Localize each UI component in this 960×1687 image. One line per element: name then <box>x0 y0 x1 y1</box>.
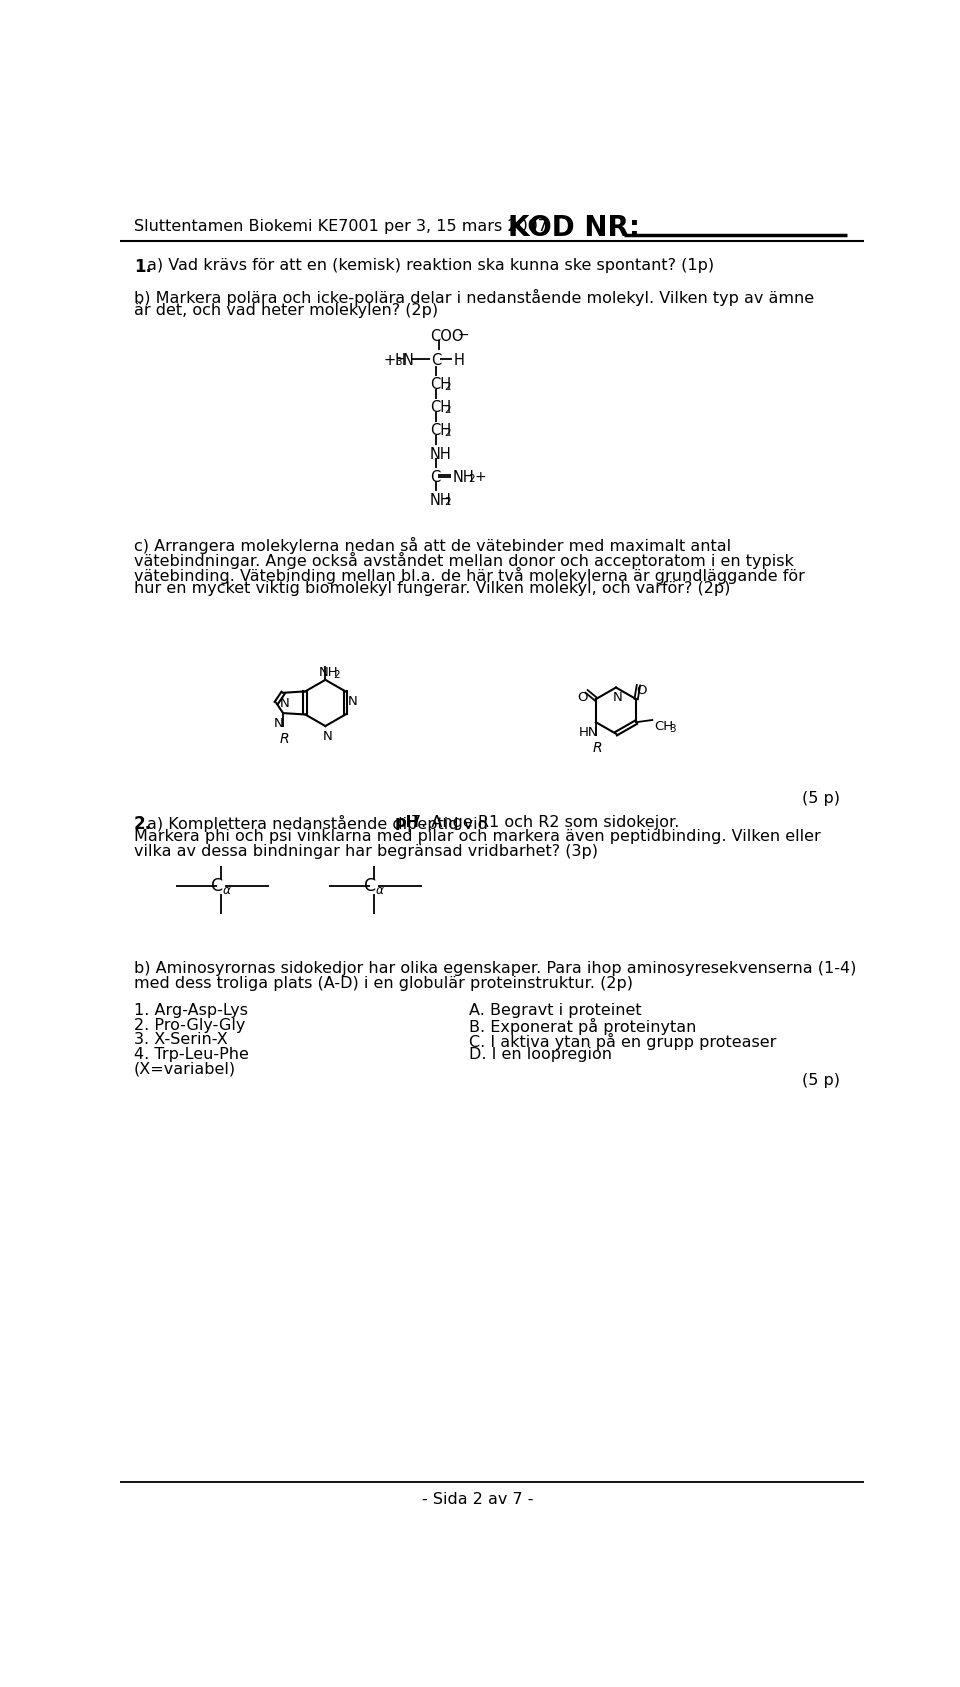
Text: O: O <box>577 690 588 703</box>
Text: b) Aminosyrornas sidokedjor har olika egenskaper. Para ihop aminosyresekvenserna: b) Aminosyrornas sidokedjor har olika eg… <box>134 962 856 975</box>
Text: a) Vad krävs för att en (kemisk) reaktion ska kunna ske spontant? (1p): a) Vad krävs för att en (kemisk) reaktio… <box>147 258 714 273</box>
Text: 1.: 1. <box>134 258 152 277</box>
Text: 3: 3 <box>396 358 401 368</box>
Text: NH: NH <box>430 493 452 508</box>
Text: hur en mycket viktig biomolekyl fungerar. Vilken molekyl, och varför? (2p): hur en mycket viktig biomolekyl fungerar… <box>134 582 731 596</box>
Text: 2: 2 <box>444 381 451 391</box>
Text: 2: 2 <box>333 670 340 680</box>
Text: 2: 2 <box>444 405 451 415</box>
Text: +H: +H <box>383 353 406 368</box>
Text: 1. Arg-Asp-Lys: 1. Arg-Asp-Lys <box>134 1004 248 1019</box>
Text: är det, och vad heter molekylen? (2p): är det, och vad heter molekylen? (2p) <box>134 304 438 319</box>
Text: HN: HN <box>579 725 598 739</box>
Text: R: R <box>592 741 602 754</box>
Text: N: N <box>403 353 414 368</box>
Text: H: H <box>453 353 464 368</box>
Text: N: N <box>280 697 290 710</box>
Text: NH: NH <box>452 469 474 484</box>
Text: 3: 3 <box>669 724 676 734</box>
Text: NH: NH <box>430 447 452 462</box>
Text: N: N <box>323 730 332 742</box>
Text: vätebindningar. Ange också avståndet mellan donor och acceptoratom i en typisk: vätebindningar. Ange också avståndet mel… <box>134 552 794 569</box>
Text: D. I en loopregion: D. I en loopregion <box>468 1048 612 1063</box>
Text: B. Exponerat på proteinytan: B. Exponerat på proteinytan <box>468 1017 696 1034</box>
Text: CH: CH <box>430 378 451 393</box>
Text: O: O <box>636 683 647 697</box>
Text: Markera phi och psi vinklarna med pilar och markera även peptidbinding. Vilken e: Markera phi och psi vinklarna med pilar … <box>134 830 821 844</box>
Text: - Sida 2 av 7 -: - Sida 2 av 7 - <box>422 1493 534 1506</box>
Text: A. Begravt i proteinet: A. Begravt i proteinet <box>468 1004 641 1019</box>
Text: N: N <box>274 717 283 730</box>
Text: (5 p): (5 p) <box>802 791 840 806</box>
Text: C: C <box>432 353 442 368</box>
Text: C. I aktiva ytan på en grupp proteaser: C. I aktiva ytan på en grupp proteaser <box>468 1032 776 1049</box>
Text: C: C <box>430 469 441 484</box>
Text: KOD NR:: KOD NR: <box>508 214 639 241</box>
Text: −: − <box>457 327 468 342</box>
Text: 2: 2 <box>468 474 474 484</box>
Text: C$_\alpha$: C$_\alpha$ <box>363 876 385 896</box>
Text: a) Komplettera nedanstående dipeptid vid: a) Komplettera nedanstående dipeptid vid <box>147 815 493 832</box>
Text: 2: 2 <box>444 498 451 508</box>
Text: vätebinding. Vätebinding mellan bl.a. de här två molekylerna är grundläggande fö: vätebinding. Vätebinding mellan bl.a. de… <box>134 567 804 584</box>
Text: 4. Trp-Leu-Phe: 4. Trp-Leu-Phe <box>134 1048 249 1063</box>
Text: 2: 2 <box>444 428 451 439</box>
Text: N: N <box>348 695 357 709</box>
Text: 7. Ange R1 och R2 som sidokejor.: 7. Ange R1 och R2 som sidokejor. <box>412 815 680 830</box>
Text: +: + <box>475 469 487 484</box>
Text: (X=variabel): (X=variabel) <box>134 1061 236 1076</box>
Text: 2.: 2. <box>134 815 152 833</box>
Text: CH: CH <box>430 423 451 439</box>
Text: CH: CH <box>655 720 674 732</box>
Text: med dess troliga plats (A-D) i en globulär proteinstruktur. (2p): med dess troliga plats (A-D) i en globul… <box>134 975 633 990</box>
Text: 3. X-Serin-X: 3. X-Serin-X <box>134 1032 228 1048</box>
Text: vilka av dessa bindningar har begränsad vridbarhet? (3p): vilka av dessa bindningar har begränsad … <box>134 844 598 859</box>
Text: NH: NH <box>319 666 339 678</box>
Text: COO: COO <box>430 329 464 344</box>
Text: 2. Pro-Gly-Gly: 2. Pro-Gly-Gly <box>134 1017 246 1032</box>
Text: N: N <box>612 692 623 705</box>
Text: CH: CH <box>430 400 451 415</box>
Text: c) Arrangera molekylerna nedan så att de vätebinder med maximalt antal: c) Arrangera molekylerna nedan så att de… <box>134 538 732 555</box>
Text: (5 p): (5 p) <box>802 1073 840 1088</box>
Text: Sluttentamen Biokemi KE7001 per 3, 15 mars 2007: Sluttentamen Biokemi KE7001 per 3, 15 ma… <box>134 219 548 234</box>
Text: C$_\alpha$: C$_\alpha$ <box>209 876 231 896</box>
Text: pH: pH <box>396 815 420 830</box>
Text: R: R <box>280 732 290 746</box>
Text: b) Markera polära och icke-polära delar i nedanstående molekyl. Vilken typ av äm: b) Markera polära och icke-polära delar … <box>134 288 814 305</box>
